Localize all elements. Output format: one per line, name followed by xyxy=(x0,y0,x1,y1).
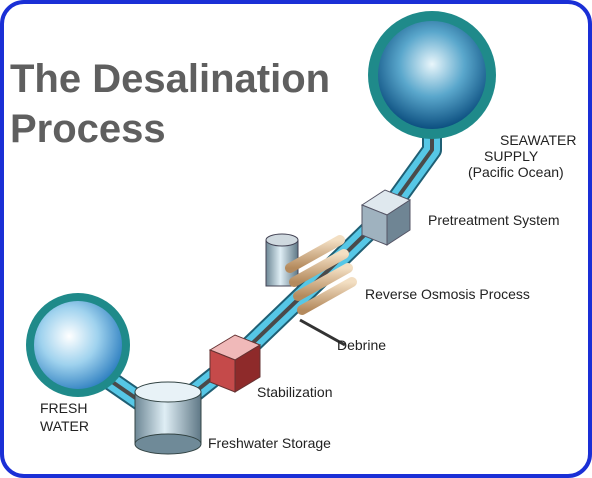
page: The Desalination Process SEAWATER SUPPLY… xyxy=(0,0,592,478)
node-label: WATER xyxy=(40,418,89,434)
node-label: Stabilization xyxy=(257,384,333,400)
diagram: The Desalination Process SEAWATER SUPPLY… xyxy=(0,0,592,478)
title-line: The Desalination xyxy=(10,57,330,101)
node-label: Pretreatment System xyxy=(428,212,560,228)
node-label: Freshwater Storage xyxy=(208,435,331,451)
node-label: Debrine xyxy=(337,337,386,353)
node-label: (Pacific Ocean) xyxy=(468,164,564,180)
storage-tank xyxy=(135,382,201,454)
seawater-image xyxy=(378,21,486,129)
node-label: Reverse Osmosis Process xyxy=(365,286,530,302)
node-label: FRESH xyxy=(40,400,87,416)
node-label: SUPPLY xyxy=(484,148,539,164)
node-label: SEAWATER xyxy=(500,132,577,148)
freshwater-image xyxy=(34,301,122,389)
title-line: Process xyxy=(10,107,166,151)
